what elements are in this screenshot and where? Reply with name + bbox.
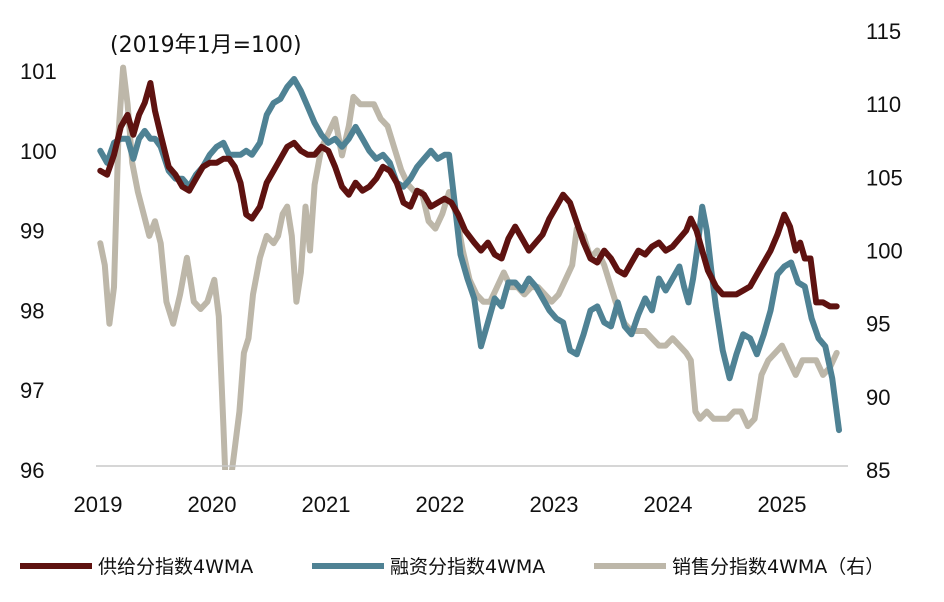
y-right-tick-label: 105	[866, 165, 903, 190]
y-axis-left-ticks: 96 97 98 99 100 101	[20, 59, 57, 483]
x-tick-label: 2019	[74, 492, 123, 517]
y-left-tick-label: 97	[20, 378, 44, 403]
y-left-tick-label: 98	[20, 298, 44, 323]
legend-label-1: 供给分指数4WMA	[98, 556, 253, 578]
series-line-2	[97, 76, 842, 434]
y-right-tick-label: 95	[866, 312, 890, 337]
y-right-tick-label: 90	[866, 385, 890, 410]
x-axis-ticks: 2019 2020 2021 2022 2023 2024 2025	[74, 492, 807, 517]
legend: 供给分指数4WMA 融资分指数4WMA 销售分指数4WMA（右）	[20, 556, 884, 578]
legend-label-3: 销售分指数4WMA（右）	[672, 556, 884, 578]
series-line-1	[97, 80, 840, 310]
y-right-tick-label: 100	[866, 239, 903, 264]
series-line-3	[97, 64, 840, 470]
x-tick-label: 2020	[188, 492, 237, 517]
y-right-tick-label: 115	[866, 19, 901, 44]
legend-label-2: 融资分指数4WMA	[390, 556, 545, 578]
y-left-tick-label: 101	[20, 59, 57, 84]
x-tick-label: 2024	[644, 492, 693, 517]
index-base-note: (2019年1月=100)	[110, 33, 302, 58]
x-tick-label: 2025	[758, 492, 807, 517]
x-tick-label: 2021	[302, 492, 351, 517]
y-right-tick-label: 110	[866, 92, 901, 117]
x-tick-label: 2022	[416, 492, 465, 517]
y-axis-right-ticks: 85 90 95 100 105 110 115	[866, 19, 903, 483]
y-left-tick-label: 100	[20, 139, 57, 164]
y-left-tick-label: 99	[20, 219, 44, 244]
plot-area	[97, 64, 842, 470]
y-left-tick-label: 96	[20, 458, 44, 483]
x-tick-label: 2023	[530, 492, 579, 517]
y-right-tick-label: 85	[866, 458, 890, 483]
